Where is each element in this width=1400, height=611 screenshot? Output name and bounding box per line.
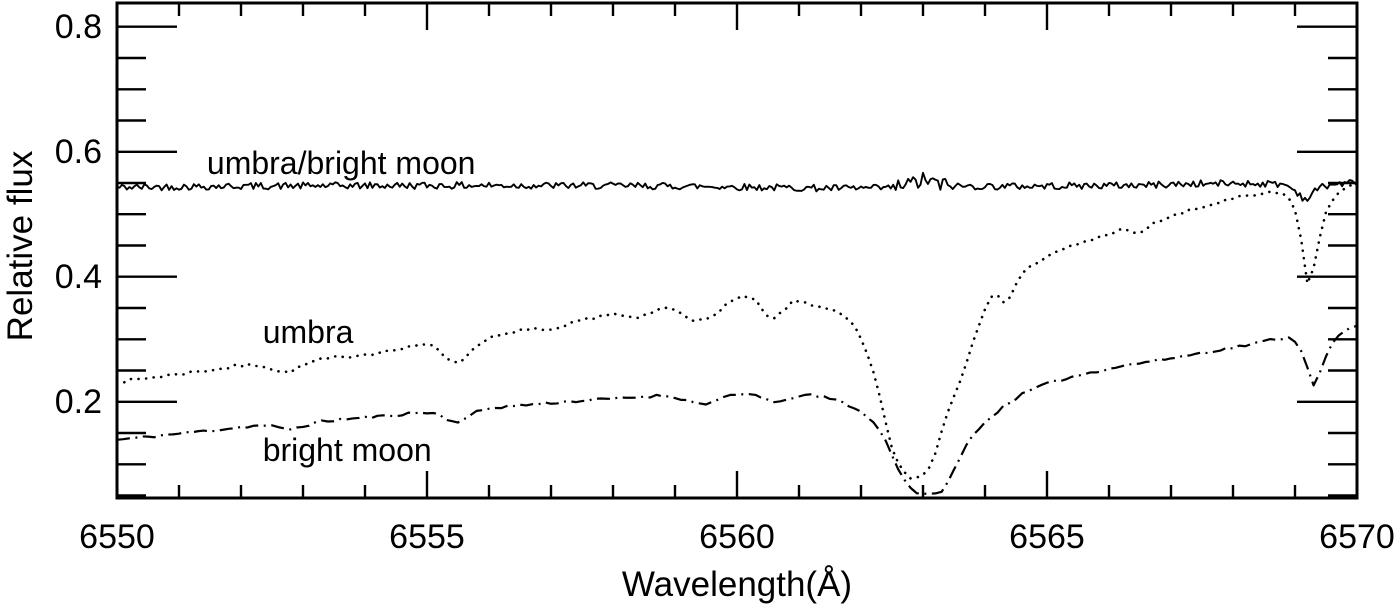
x-tick-label: 6555 (389, 518, 465, 556)
y-axis-title: Relative flux (1, 150, 40, 342)
series-label-bright-moon: bright moon (262, 431, 432, 468)
x-tick-label: 6570 (1319, 518, 1395, 556)
series-label-umbra: umbra (262, 313, 354, 350)
y-tick-label: 0.4 (54, 257, 102, 296)
x-tick-label: 6550 (79, 518, 155, 556)
y-tick-label: 0.8 (54, 7, 102, 46)
x-axis-title: Wavelength(Å) (621, 565, 853, 604)
series-curve-solid (116, 171, 1358, 202)
series-label-umbra-bright-moon: umbra/bright moon (206, 145, 476, 181)
series-curve-dashdot (116, 324, 1358, 495)
x-tick-label: 6560 (699, 518, 775, 556)
y-tick-label: 0.2 (54, 382, 102, 421)
x-tick-label: 6565 (1009, 518, 1085, 556)
y-tick-label: 0.6 (54, 132, 102, 171)
